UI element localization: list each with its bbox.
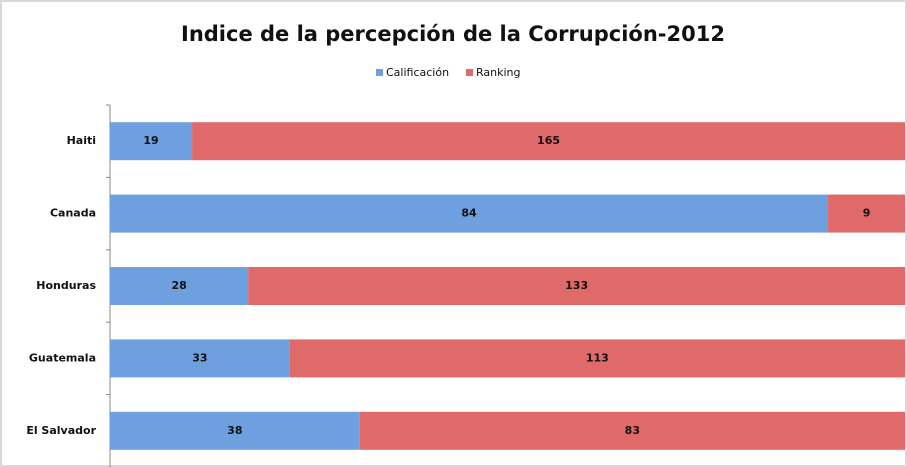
category-label: El Salvador	[26, 424, 96, 437]
bar-segment	[248, 267, 905, 305]
category-label: Haiti	[67, 134, 96, 147]
bar-segment	[110, 267, 249, 305]
bar-segment	[828, 194, 905, 233]
data-label: 19	[143, 134, 158, 147]
bar-segment	[359, 411, 905, 450]
data-label: 113	[586, 351, 609, 364]
category-label: Canada	[50, 207, 96, 220]
data-label: 83	[625, 424, 640, 437]
data-label: 38	[227, 424, 242, 437]
legend-swatch	[466, 69, 473, 76]
bar-segment	[110, 122, 193, 161]
category-label: Guatemala	[29, 351, 96, 364]
chart-title: Indice de la percepción de la Corrupción…	[181, 22, 725, 46]
bar-segment	[289, 339, 905, 378]
data-label: 84	[461, 207, 477, 220]
data-label: 28	[171, 279, 186, 292]
data-label: 133	[565, 279, 588, 292]
legend-label: Ranking	[476, 66, 521, 79]
data-label: 33	[192, 351, 207, 364]
data-label: 165	[537, 134, 560, 147]
bar-segment	[110, 194, 829, 233]
data-label: 9	[863, 207, 871, 220]
bar-segment	[192, 122, 905, 161]
category-label: Honduras	[36, 279, 96, 292]
legend-swatch	[376, 69, 383, 76]
legend-label: Calificación	[386, 66, 449, 79]
bar-segment	[110, 411, 360, 450]
bar-segment	[110, 339, 290, 378]
